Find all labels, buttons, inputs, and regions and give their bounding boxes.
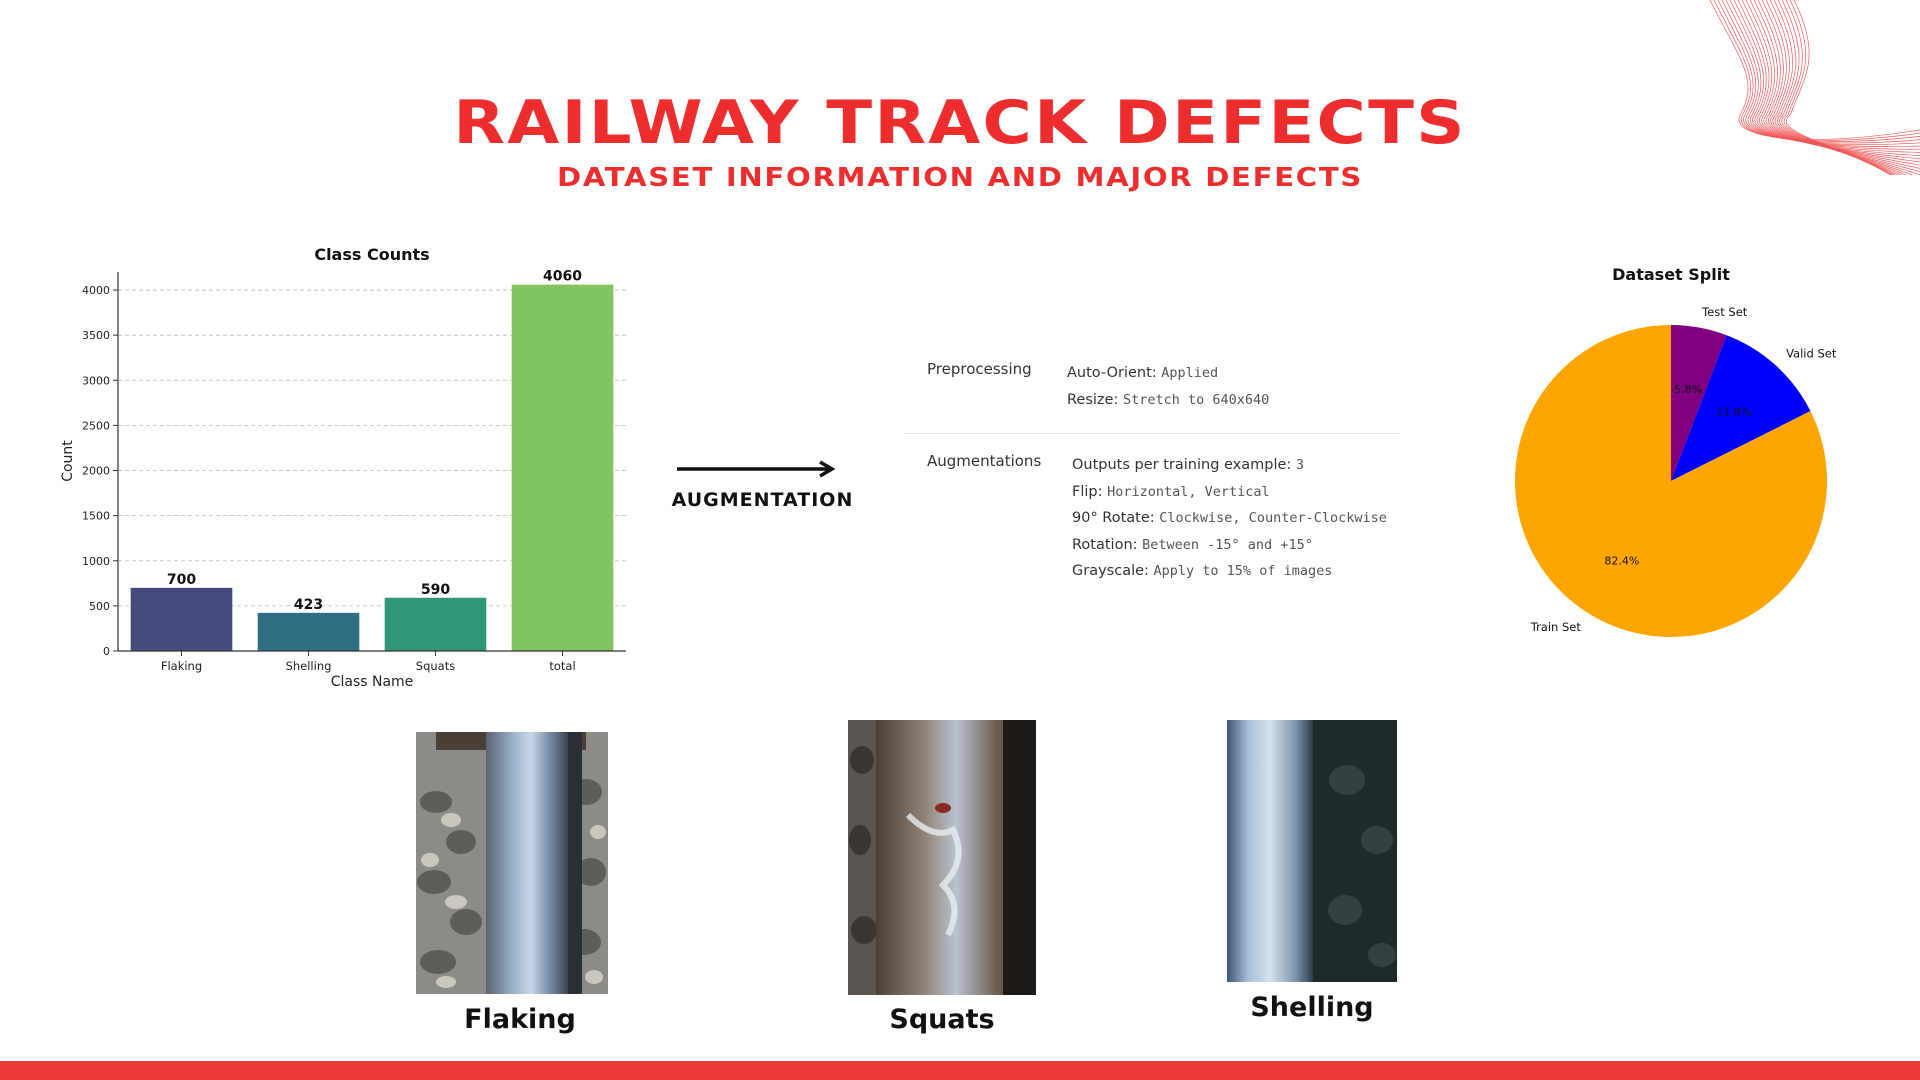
y-tick-label: 1000 xyxy=(82,555,110,568)
bar-value-label: 590 xyxy=(421,582,450,598)
dataset-info-panel: Preprocessing Auto-Orient: Applied Resize… xyxy=(905,360,1400,585)
bar-total xyxy=(511,284,614,651)
decorative-wave-line xyxy=(1721,0,1920,144)
info-line: Grayscale: Apply to 15% of images xyxy=(1072,558,1400,585)
pie-slice-label: Valid Set xyxy=(1786,347,1837,361)
decorative-wave-line xyxy=(1749,0,1920,163)
decorative-wave-line xyxy=(1777,0,1902,175)
info-value: Stretch to 640x640 xyxy=(1122,391,1270,408)
sample-caption: Squats xyxy=(889,1004,995,1035)
info-line: 90° Rotate: Clockwise, Counter-Clockwise xyxy=(1072,505,1400,532)
bar-chart-ylabel: Count xyxy=(60,440,76,482)
preprocessing-values: Auto-Orient: Applied Resize: Stretch to 6… xyxy=(1067,360,1400,413)
bottom-accent-bar xyxy=(0,1061,1920,1080)
info-key: Resize: xyxy=(1067,391,1123,408)
y-tick-label: 2500 xyxy=(82,419,110,432)
sample-caption: Flaking xyxy=(464,1004,576,1035)
decorative-wave-line xyxy=(1713,0,1920,141)
info-line: Resize: Stretch to 640x640 xyxy=(1067,387,1400,414)
info-key: Rotation: xyxy=(1072,536,1143,553)
info-line: Outputs per training example: 3 xyxy=(1072,452,1400,479)
section-divider xyxy=(905,433,1400,434)
right-arrow-icon xyxy=(677,460,836,478)
bar-value-label: 4060 xyxy=(543,269,582,285)
decorative-wave-line xyxy=(1753,0,1920,166)
y-tick-label: 2000 xyxy=(82,465,110,478)
class-counts-bar-chart: Class Counts 0 500 1000 1500 2000 2500 3000 350… xyxy=(60,245,626,690)
bar-chart-xlabel: Class Name xyxy=(331,674,414,690)
info-value: Clockwise, Counter-Clockwise xyxy=(1159,510,1387,526)
info-value: 3 xyxy=(1295,457,1305,473)
decorative-wave-line xyxy=(1769,0,1914,175)
y-tick-label: 3000 xyxy=(82,374,110,387)
info-key: Auto-Orient: xyxy=(1067,365,1162,381)
decorative-wave-line xyxy=(1717,0,1920,142)
y-tick-label: 500 xyxy=(89,600,110,613)
info-key: 90° Rotate: xyxy=(1072,510,1160,526)
decorative-wave-line xyxy=(1761,0,1920,172)
augmentations-heading: Augmentations xyxy=(927,452,1042,470)
bar-chart-title: Class Counts xyxy=(314,245,429,264)
x-tick-label: Squats xyxy=(416,659,455,673)
decorative-wave-line xyxy=(1757,0,1920,169)
bar-value-label: 423 xyxy=(294,597,323,613)
x-tick-label: total xyxy=(549,659,575,673)
pie-pct-label: 5.8% xyxy=(1674,383,1702,396)
info-value: Apply to 15% of images xyxy=(1153,563,1333,579)
y-tick-label: 3500 xyxy=(82,329,110,342)
info-value: Between -15° and +15° xyxy=(1142,536,1313,553)
pie-pct-label: 82.4% xyxy=(1604,555,1639,568)
flaking-rail-image xyxy=(416,732,608,994)
page-subtitle: DATASET INFORMATION AND MAJOR DEFECTS xyxy=(556,163,1364,193)
augmentations-section: Augmentations Outputs per training examp… xyxy=(905,452,1400,585)
info-key: Grayscale: xyxy=(1072,563,1154,579)
pie-slice-train-set xyxy=(1515,325,1827,637)
decorative-wave-line xyxy=(1733,0,1920,150)
y-tick-label: 1500 xyxy=(82,510,110,523)
info-value: Horizontal, Vertical xyxy=(1107,483,1270,500)
decorative-wave-line xyxy=(1786,0,1892,175)
page-title: RAILWAY TRACK DEFECTS xyxy=(453,88,1467,158)
pie-chart-title: Dataset Split xyxy=(1612,265,1730,284)
bar-shelling xyxy=(257,612,360,651)
decorative-wave-line xyxy=(1773,0,1907,175)
info-value: Applied xyxy=(1161,365,1219,381)
decorative-wave-line xyxy=(1745,0,1920,160)
augmentation-arrow-block: AUGMENTATION xyxy=(640,455,885,511)
bar-flaking xyxy=(130,587,233,651)
pie-slice-label: Test Set xyxy=(1701,305,1748,319)
decorative-wave-line xyxy=(1729,0,1920,147)
bar-squats xyxy=(384,597,487,651)
pie-slice-test-set xyxy=(1671,325,1727,481)
pie-slice-label: Train Set xyxy=(1530,620,1582,634)
info-line: Flip: Horizontal, Vertical xyxy=(1072,479,1400,506)
preprocessing-section: Preprocessing Auto-Orient: Applied Resize… xyxy=(905,360,1400,413)
augmentations-values: Outputs per training example: 3 Flip: Hor… xyxy=(1067,452,1400,585)
y-tick-label: 4000 xyxy=(82,284,110,297)
y-tick-label: 0 xyxy=(103,645,110,658)
x-tick-label: Shelling xyxy=(286,659,332,673)
sample-caption: Shelling xyxy=(1250,992,1374,1023)
x-tick-label: Flaking xyxy=(161,659,202,673)
augmentation-label: AUGMENTATION xyxy=(671,489,854,511)
shelling-rail-image xyxy=(1227,720,1397,982)
decorative-wave-line xyxy=(1737,0,1920,153)
info-line: Rotation: Between -15° and +15° xyxy=(1072,532,1400,559)
pie-slice-valid-set xyxy=(1671,335,1811,481)
pie-pct-label: 11.8% xyxy=(1716,406,1751,419)
squats-rail-image xyxy=(848,720,1036,995)
decorative-wave-line xyxy=(1725,0,1920,145)
info-line: Auto-Orient: Applied xyxy=(1067,360,1400,387)
decorative-wave-lines xyxy=(1709,0,1920,175)
decorative-wave-line xyxy=(1765,0,1920,175)
dataset-split-pie-chart: Dataset Split 5.8% Test Set 11.8% Valid Set… xyxy=(1515,265,1837,637)
decorative-wave-line xyxy=(1709,0,1920,140)
preprocessing-heading: Preprocessing xyxy=(927,360,1032,378)
bar-value-label: 700 xyxy=(167,572,196,588)
decorative-wave-line xyxy=(1741,0,1920,156)
info-key: Flip: xyxy=(1072,483,1108,500)
info-key: Outputs per training example: xyxy=(1072,457,1296,473)
